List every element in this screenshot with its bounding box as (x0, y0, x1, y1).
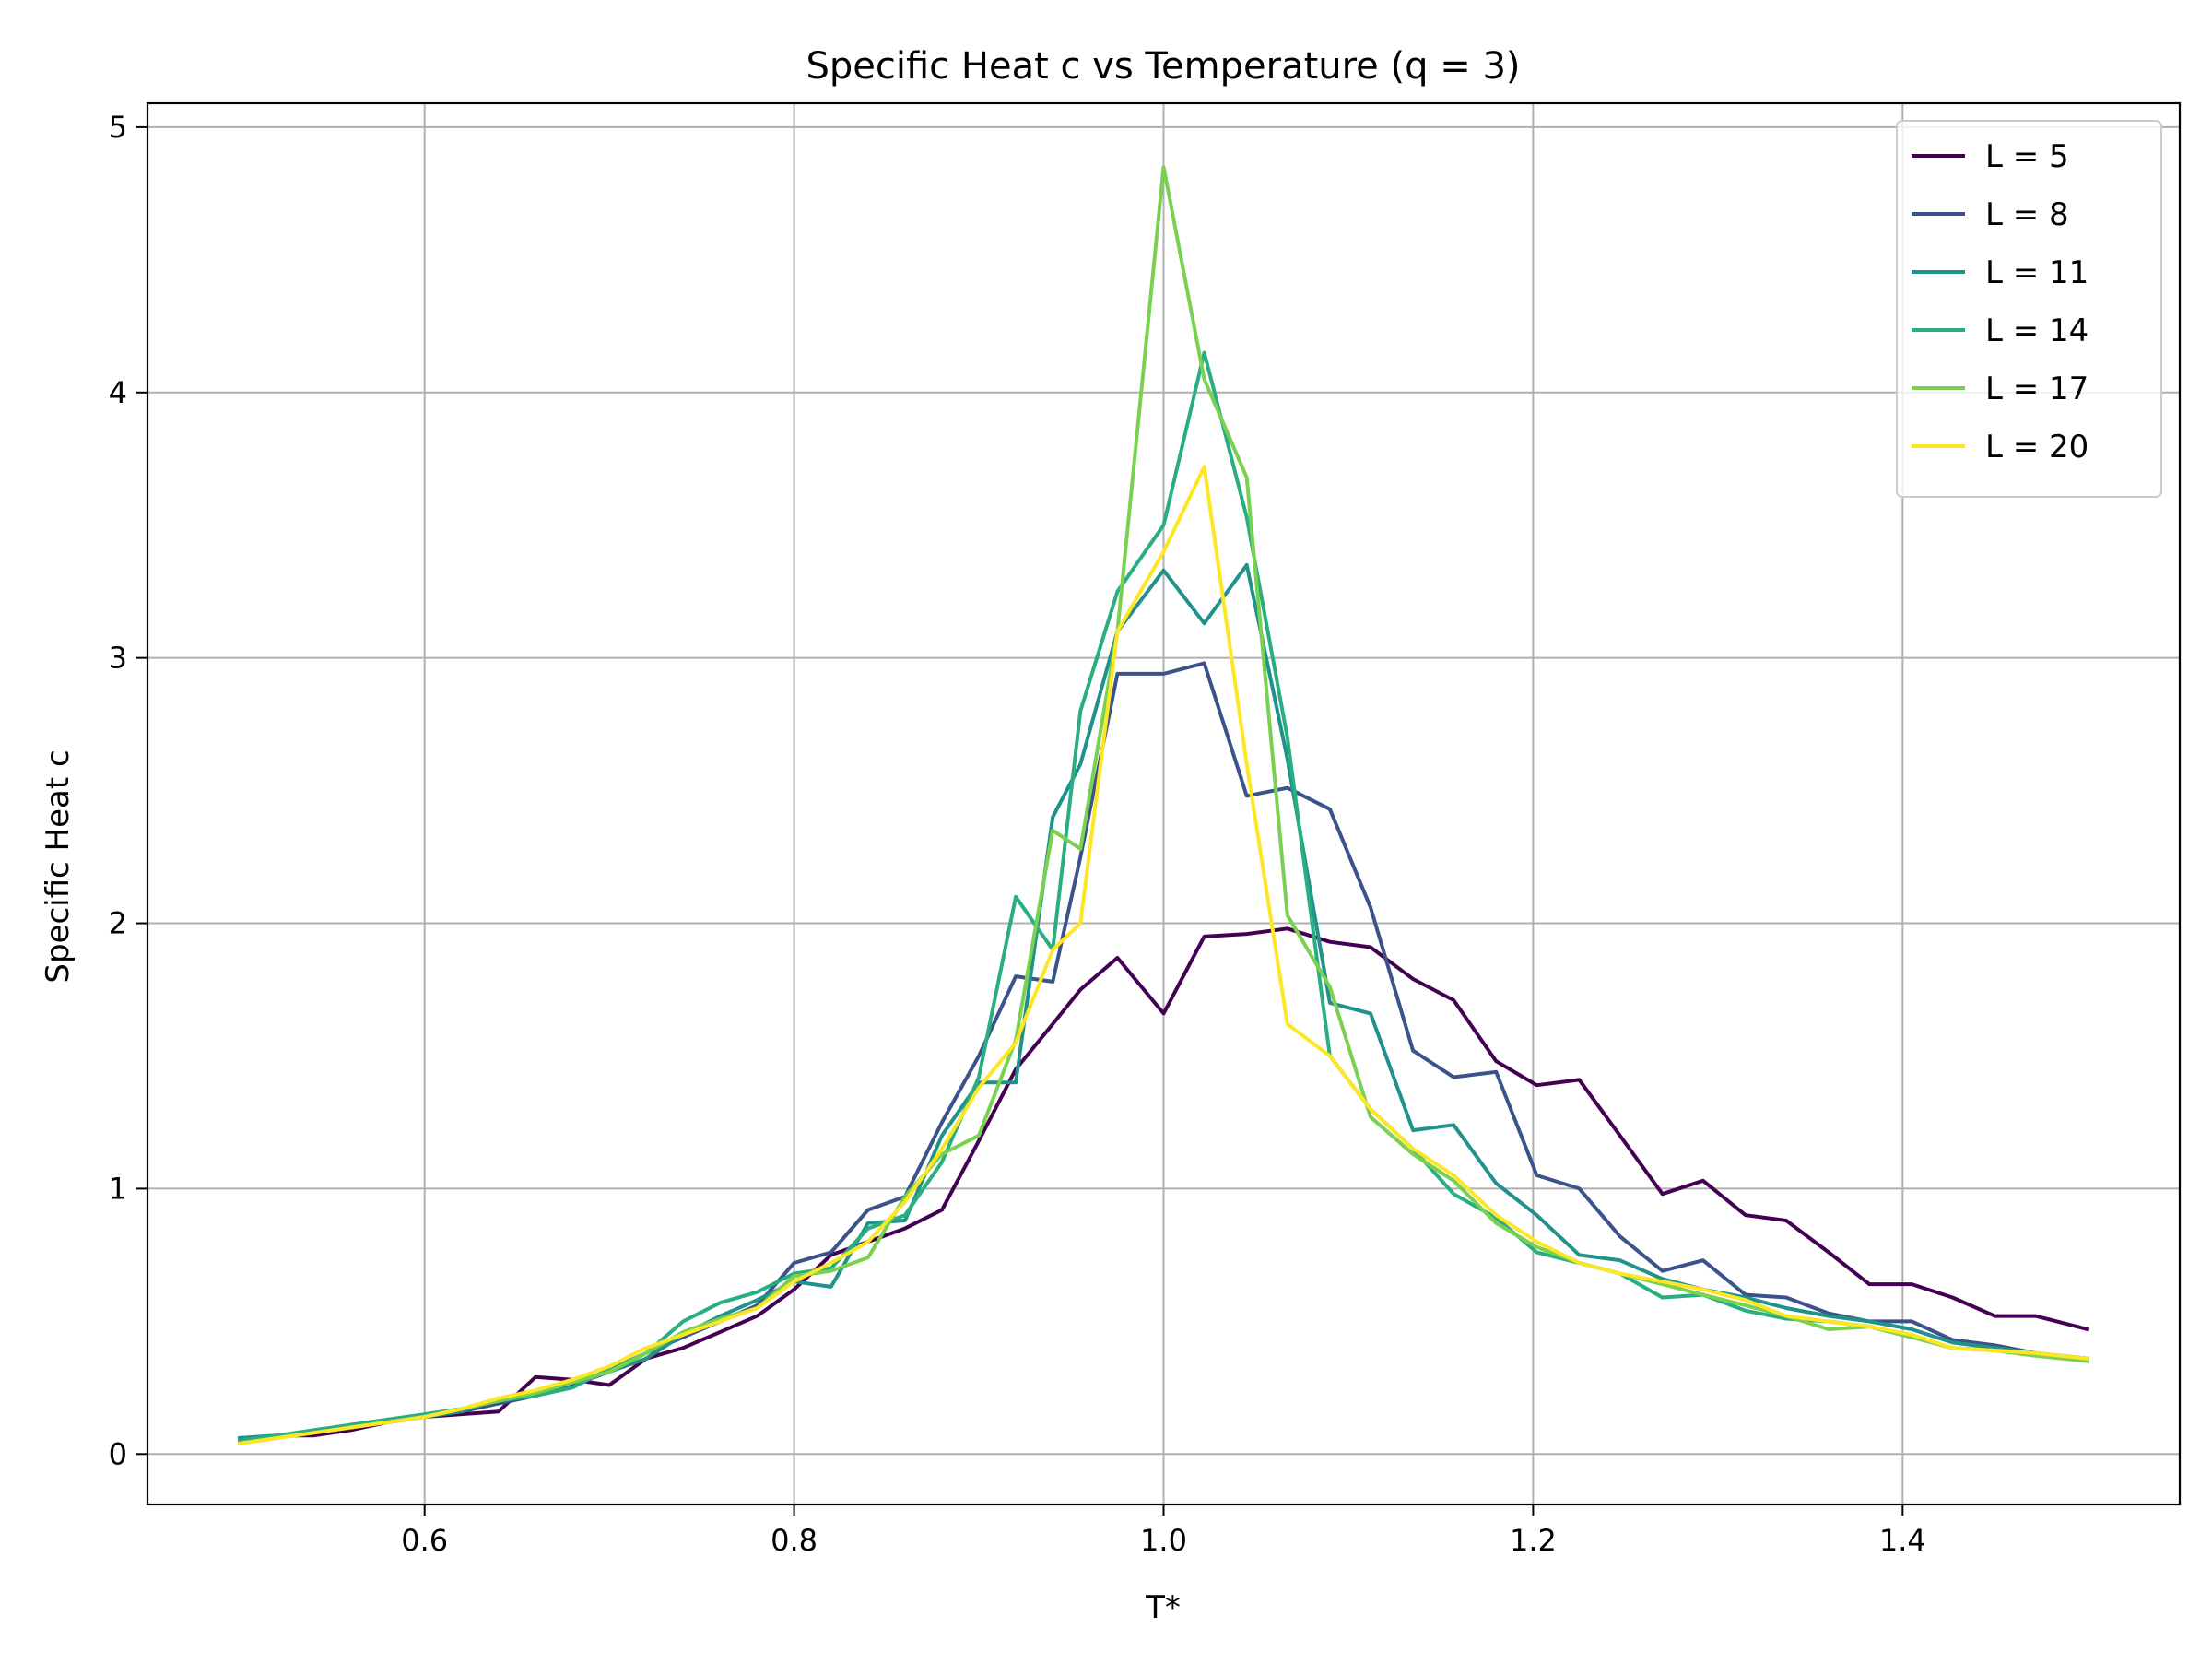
legend: L = 5 L = 8 L = 11 L = 14 L = 17 L = 20 (1896, 120, 2162, 498)
chart-title: Specific Heat c vs Temperature (q = 3) (806, 45, 1520, 88)
y-tick-label: 4 (109, 375, 127, 410)
y-tick-label: 1 (109, 1171, 127, 1206)
legend-label-l-17: L = 17 (1985, 371, 2088, 407)
series-line-l-17 (237, 165, 2089, 1446)
grid (147, 103, 2180, 1504)
y-tick-label: 2 (109, 906, 127, 941)
y-tick-label: 0 (109, 1436, 127, 1471)
x-tick-label: 0.6 (401, 1523, 448, 1558)
x-tick-label: 1.2 (1510, 1523, 1557, 1558)
legend-label-l-20: L = 20 (1985, 429, 2088, 466)
x-axis-label: T* (1145, 1589, 1181, 1626)
legend-label-l-5: L = 5 (1985, 138, 2069, 175)
series-line-l-14 (237, 350, 2090, 1444)
series-line-l-5 (237, 926, 2090, 1444)
x-tick-label: 1.4 (1879, 1523, 1926, 1558)
legend-label-l-8: L = 8 (1985, 196, 2069, 233)
x-tick-label: 1.0 (1140, 1523, 1187, 1558)
legend-label-l-14: L = 14 (1985, 313, 2088, 349)
series-line-l-20 (237, 465, 2089, 1446)
y-axis-label: Specific Heat c (40, 749, 76, 983)
x-axis: 0.6 0.8 1.0 1.2 1.4 (401, 1504, 1926, 1558)
legend-label-l-11: L = 11 (1985, 254, 2088, 291)
y-axis: 0 1 2 3 4 5 (109, 110, 147, 1471)
x-tick-label: 0.8 (771, 1523, 818, 1558)
y-tick-label: 5 (109, 110, 127, 145)
y-tick-label: 3 (109, 641, 127, 676)
series-group (237, 165, 2090, 1446)
